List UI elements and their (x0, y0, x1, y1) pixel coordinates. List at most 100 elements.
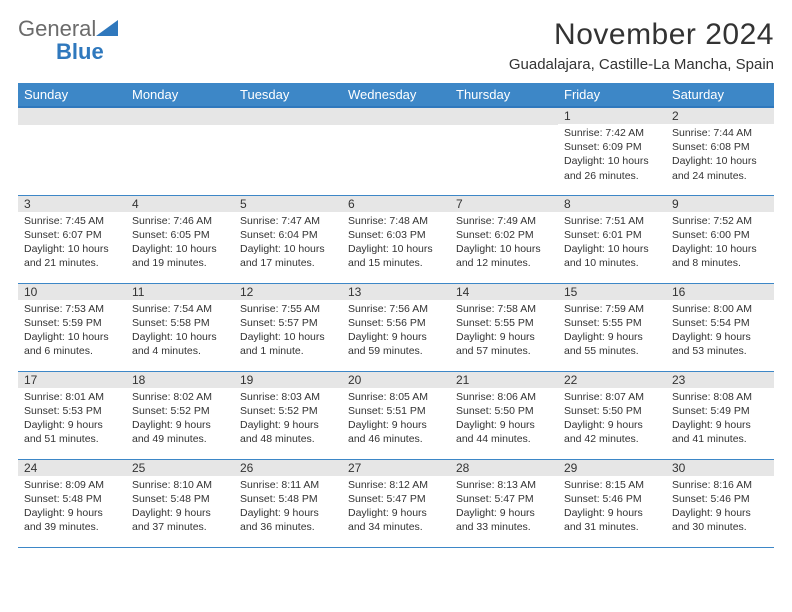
daylight-line-1: Daylight: 9 hours (240, 418, 336, 432)
daylight-line-2: and 53 minutes. (672, 344, 768, 358)
day-cell: 15Sunrise: 7:59 AMSunset: 5:55 PMDayligh… (558, 283, 666, 371)
day-number: 7 (450, 196, 558, 212)
daylight-line-2: and 12 minutes. (456, 256, 552, 270)
day-number: 3 (18, 196, 126, 212)
daylight-line-1: Daylight: 10 hours (564, 154, 660, 168)
daylight-line-1: Daylight: 9 hours (564, 330, 660, 344)
sunset-text: Sunset: 5:48 PM (24, 492, 120, 506)
sunset-text: Sunset: 5:50 PM (456, 404, 552, 418)
sunrise-text: Sunrise: 8:10 AM (132, 478, 228, 492)
sunset-text: Sunset: 5:57 PM (240, 316, 336, 330)
day-content: Sunrise: 7:45 AMSunset: 6:07 PMDaylight:… (18, 212, 126, 275)
daylight-line-1: Daylight: 10 hours (24, 242, 120, 256)
week-row: 24 Sunrise: 8:09 AMSunset: 5:48 PM Dayligh… (18, 459, 774, 547)
sunrise-text: Sunrise: 8:15 AM (564, 478, 660, 492)
sunset-text: Sunset: 5:49 PM (672, 404, 768, 418)
location-label: Guadalajara, Castille-La Mancha, Spain (509, 56, 774, 73)
daylight-line-1: Daylight: 9 hours (348, 506, 444, 520)
day-number (234, 108, 342, 125)
day-content: Sunrise: 7:54 AMSunset: 5:58 PMDaylight:… (126, 300, 234, 363)
calendar-page: General Blue November 2024 Guadalajara, … (0, 0, 792, 548)
sunset-text: Sunset: 5:46 PM (564, 492, 660, 506)
daylight-line-2: and 49 minutes. (132, 432, 228, 446)
day-cell: 11Sunrise: 7:54 AMSunset: 5:58 PMDayligh… (126, 283, 234, 371)
day-number: 24 (18, 460, 126, 476)
day-number: 9 (666, 196, 774, 212)
day-cell: 25Sunrise: 8:10 AMSunset: 5:48 PMDayligh… (126, 459, 234, 547)
weekday-header-row: SundayMondayTuesdayWednesdayThursdayFrid… (18, 83, 774, 107)
daylight-line-2: and 1 minute. (240, 344, 336, 358)
month-title: November 2024 (509, 18, 774, 52)
day-number: 19 (234, 372, 342, 388)
daylight-line-2: and 24 minutes. (672, 169, 768, 183)
day-content: Sunrise: 8:15 AMSunset: 5:46 PMDaylight:… (558, 476, 666, 539)
daylight-line-2: and 15 minutes. (348, 256, 444, 270)
day-content: Sunrise: 7:52 AMSunset: 6:00 PMDaylight:… (666, 212, 774, 275)
day-number (126, 108, 234, 125)
sunset-text: Sunset: 5:47 PM (456, 492, 552, 506)
sunset-text: Sunset: 5:55 PM (456, 316, 552, 330)
day-cell (342, 107, 450, 195)
day-cell: 14Sunrise: 7:58 AMSunset: 5:55 PMDayligh… (450, 283, 558, 371)
day-cell: 22Sunrise: 8:07 AMSunset: 5:50 PMDayligh… (558, 371, 666, 459)
day-content: Sunrise: 8:10 AMSunset: 5:48 PMDaylight:… (126, 476, 234, 539)
sunrise-text: Sunrise: 8:03 AM (240, 390, 336, 404)
day-content: Sunrise: 7:51 AMSunset: 6:01 PMDaylight:… (558, 212, 666, 275)
daylight-line-1: Daylight: 9 hours (456, 418, 552, 432)
daylight-line-1: Daylight: 9 hours (672, 330, 768, 344)
daylight-line-2: and 57 minutes. (456, 344, 552, 358)
sunrise-text: Sunrise: 7:54 AM (132, 302, 228, 316)
weekday-header: Tuesday (234, 83, 342, 107)
daylight-line-1: Daylight: 10 hours (672, 154, 768, 168)
daylight-line-1: Daylight: 9 hours (456, 330, 552, 344)
day-content: Sunrise: 7:59 AMSunset: 5:55 PMDaylight:… (558, 300, 666, 363)
sunset-text: Sunset: 5:51 PM (348, 404, 444, 418)
day-cell: 16Sunrise: 8:00 AMSunset: 5:54 PMDayligh… (666, 283, 774, 371)
day-cell: 20Sunrise: 8:05 AMSunset: 5:51 PMDayligh… (342, 371, 450, 459)
daylight-line-2: and 39 minutes. (24, 520, 120, 534)
day-content: Sunrise: 8:16 AMSunset: 5:46 PMDaylight:… (666, 476, 774, 539)
day-content: Sunrise: 7:46 AMSunset: 6:05 PMDaylight:… (126, 212, 234, 275)
daylight-line-1: Daylight: 10 hours (132, 242, 228, 256)
daylight-line-2: and 51 minutes. (24, 432, 120, 446)
week-row: 1Sunrise: 7:42 AMSunset: 6:09 PMDaylight… (18, 107, 774, 195)
sunrise-text: Sunrise: 7:59 AM (564, 302, 660, 316)
sunset-text: Sunset: 5:59 PM (24, 316, 120, 330)
day-number (18, 108, 126, 125)
day-cell (18, 107, 126, 195)
daylight-line-1: Daylight: 9 hours (564, 418, 660, 432)
daylight-line-2: and 37 minutes. (132, 520, 228, 534)
sunrise-text: Sunrise: 8:00 AM (672, 302, 768, 316)
calendar-table: SundayMondayTuesdayWednesdayThursdayFrid… (18, 83, 774, 548)
sunrise-text: Sunrise: 8:16 AM (672, 478, 768, 492)
daylight-line-1: Daylight: 9 hours (132, 506, 228, 520)
day-number: 26 (234, 460, 342, 476)
daylight-line-1: Daylight: 9 hours (348, 330, 444, 344)
calendar-body: 1Sunrise: 7:42 AMSunset: 6:09 PMDaylight… (18, 107, 774, 547)
daylight-line-2: and 31 minutes. (564, 520, 660, 534)
day-number: 29 (558, 460, 666, 476)
daylight-line-1: Daylight: 9 hours (348, 418, 444, 432)
logo-word-1: General (18, 16, 96, 41)
sunrise-text: Sunrise: 8:12 AM (348, 478, 444, 492)
week-row: 3Sunrise: 7:45 AMSunset: 6:07 PMDaylight… (18, 195, 774, 283)
day-number: 6 (342, 196, 450, 212)
day-content: Sunrise: 8:05 AMSunset: 5:51 PMDaylight:… (342, 388, 450, 451)
sunset-text: Sunset: 5:50 PM (564, 404, 660, 418)
sunrise-text: Sunrise: 7:48 AM (348, 214, 444, 228)
daylight-line-2: and 46 minutes. (348, 432, 444, 446)
day-cell: 2Sunrise: 7:44 AMSunset: 6:08 PMDaylight… (666, 107, 774, 195)
daylight-line-1: Daylight: 10 hours (348, 242, 444, 256)
sunset-text: Sunset: 5:58 PM (132, 316, 228, 330)
day-cell: 19Sunrise: 8:03 AMSunset: 5:52 PMDayligh… (234, 371, 342, 459)
daylight-line-2: and 41 minutes. (672, 432, 768, 446)
sunset-text: Sunset: 5:55 PM (564, 316, 660, 330)
day-cell: 5Sunrise: 7:47 AMSunset: 6:04 PMDaylight… (234, 195, 342, 283)
day-content: Sunrise: 8:12 AMSunset: 5:47 PMDaylight:… (342, 476, 450, 539)
daylight-line-2: and 4 minutes. (132, 344, 228, 358)
sunrise-text: Sunrise: 8:09 AM (24, 478, 120, 492)
day-number (342, 108, 450, 125)
day-cell: 3Sunrise: 7:45 AMSunset: 6:07 PMDaylight… (18, 195, 126, 283)
daylight-line-1: Daylight: 9 hours (132, 418, 228, 432)
day-number: 23 (666, 372, 774, 388)
